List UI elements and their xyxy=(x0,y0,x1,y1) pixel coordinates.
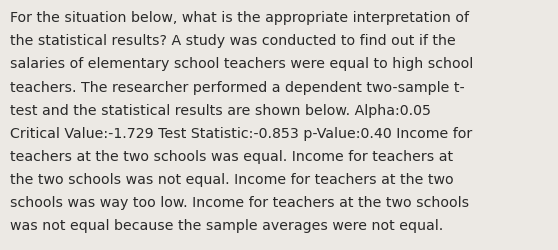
Text: the two schools was not equal. Income for teachers at the two: the two schools was not equal. Income fo… xyxy=(10,172,454,186)
Text: the statistical results? A study was conducted to find out if the: the statistical results? A study was con… xyxy=(10,34,456,48)
Text: For the situation below, what is the appropriate interpretation of: For the situation below, what is the app… xyxy=(10,11,469,25)
Text: Critical Value:-1.729 Test Statistic:-0.853 p-Value:0.40 Income for: Critical Value:-1.729 Test Statistic:-0.… xyxy=(10,126,472,140)
Text: test and the statistical results are shown below. Alpha:0.05: test and the statistical results are sho… xyxy=(10,103,431,117)
Text: teachers. The researcher performed a dependent two-sample t-: teachers. The researcher performed a dep… xyxy=(10,80,465,94)
Text: schools was way too low. Income for teachers at the two schools: schools was way too low. Income for teac… xyxy=(10,195,469,209)
Text: salaries of elementary school teachers were equal to high school: salaries of elementary school teachers w… xyxy=(10,57,473,71)
Text: was not equal because the sample averages were not equal.: was not equal because the sample average… xyxy=(10,218,443,232)
Text: teachers at the two schools was equal. Income for teachers at: teachers at the two schools was equal. I… xyxy=(10,149,453,163)
